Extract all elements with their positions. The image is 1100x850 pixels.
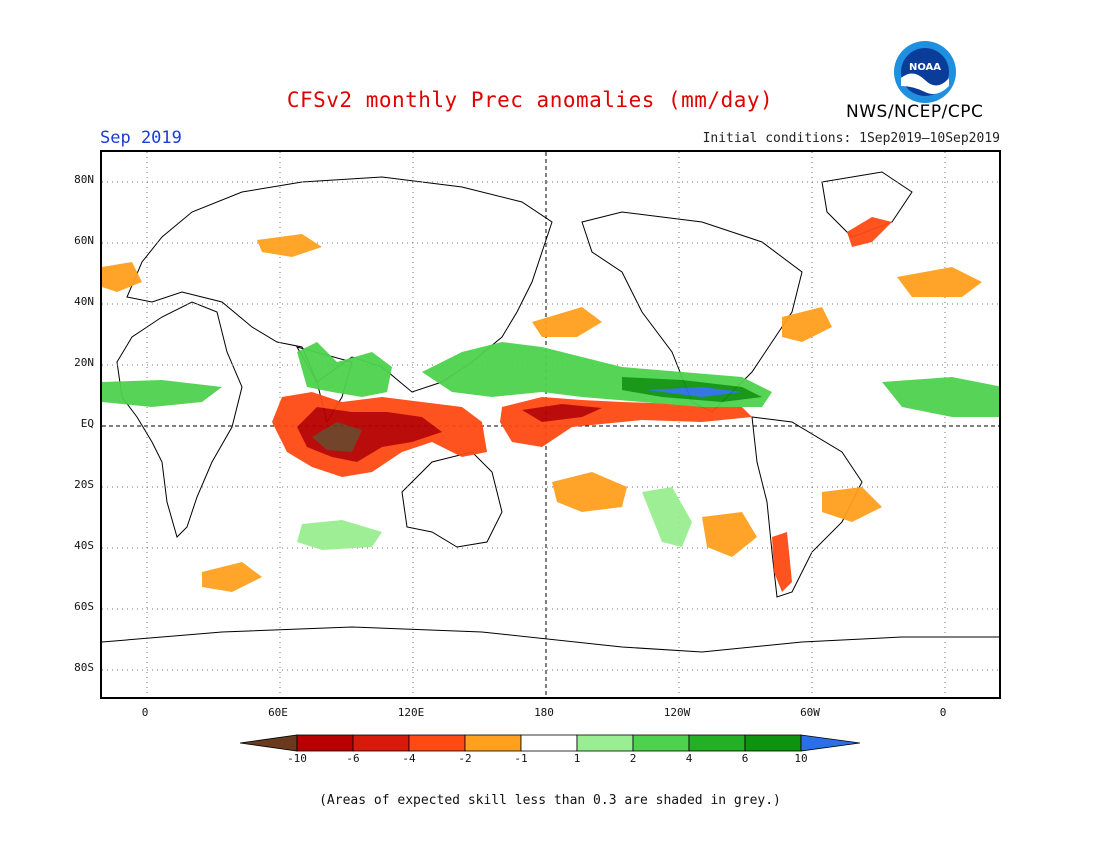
forecast-month: Sep 2019 xyxy=(100,128,182,148)
logo-text: NOAA xyxy=(909,62,941,73)
colorbar xyxy=(239,733,861,773)
colorbar-seg-0 xyxy=(239,734,298,752)
colorbar-seg-1 xyxy=(296,734,354,752)
lon-label-60w: 60W xyxy=(800,706,820,719)
colorbar-label-neg2: -2 xyxy=(458,752,472,765)
colorbar-seg-4 xyxy=(464,734,522,752)
precip-anomaly-map xyxy=(100,150,1001,699)
colorbar-label-10: 10 xyxy=(794,752,808,765)
skill-note: (Areas of expected skill less than 0.3 a… xyxy=(319,793,781,808)
colorbar-seg-2 xyxy=(352,734,410,752)
colorbar-label-6: 6 xyxy=(741,752,749,765)
lat-label-60n: 60N xyxy=(74,234,94,247)
colorbar-label-neg6: -6 xyxy=(346,752,360,765)
colorbar-seg-5 xyxy=(520,734,578,752)
wet-anomaly-south-pacific xyxy=(642,487,692,547)
colorbar-label-1: 1 xyxy=(573,752,581,765)
colorbar-label-neg1: -1 xyxy=(514,752,528,765)
lon-label-120w: 120W xyxy=(663,706,691,719)
dry-anomaly-europe xyxy=(102,262,142,292)
dry-anomaly-south-atlantic xyxy=(822,487,882,522)
dry-anomaly-south-indian xyxy=(202,562,262,592)
dry-anomaly-north-pacific xyxy=(532,307,602,337)
colorbar-label-4: 4 xyxy=(685,752,693,765)
dry-anomaly-greenland xyxy=(847,217,892,247)
lat-label-80s: 80S xyxy=(74,661,94,674)
lon-label-0-west: 0 xyxy=(141,706,149,719)
lat-label-60s: 60S xyxy=(74,600,94,613)
colorbar-label-neg10: -10 xyxy=(287,752,307,765)
south-america-outline xyxy=(751,416,863,598)
agency-label: NWS/NCEP/CPC xyxy=(846,102,984,122)
colorbar-label-neg4: -4 xyxy=(402,752,416,765)
noaa-logo-icon: NOAA xyxy=(893,40,957,104)
dry-anomaly-siberia xyxy=(257,234,322,257)
dry-anomaly-extreme xyxy=(312,422,362,452)
europe-asia-outline xyxy=(126,176,553,393)
colorbar-svg xyxy=(239,734,861,752)
lat-label-40n: 40N xyxy=(74,295,94,308)
wet-anomaly-extreme xyxy=(647,387,742,397)
lon-label-60e: 60E xyxy=(268,706,288,719)
dry-anomaly-chile xyxy=(772,532,792,592)
australia-outline xyxy=(401,451,503,548)
lon-label-180: 180 xyxy=(534,706,554,719)
dry-anomaly-south-pacific xyxy=(552,472,627,512)
colorbar-seg-9 xyxy=(744,734,802,752)
lat-label-20n: 20N xyxy=(74,356,94,369)
lat-label-80n: 80N xyxy=(74,173,94,186)
colorbar-seg-3 xyxy=(408,734,466,752)
antarctica-outline xyxy=(102,626,999,653)
initial-conditions: Initial conditions: 1Sep2019–10Sep2019 xyxy=(702,131,1000,146)
lon-label-0-east: 0 xyxy=(939,706,947,719)
colorbar-label-2: 2 xyxy=(629,752,637,765)
wet-anomaly-east-atlantic xyxy=(882,377,999,417)
dry-anomaly-europe-east xyxy=(897,267,982,297)
dry-anomaly-north-atlantic xyxy=(782,307,832,342)
wet-anomaly-south-indian xyxy=(297,520,382,550)
lat-label-20s: 20S xyxy=(74,478,94,491)
colorbar-seg-6 xyxy=(576,734,634,752)
chart-title: CFSv2 monthly Prec anomalies (mm/day) xyxy=(286,88,774,112)
lon-label-120e: 120E xyxy=(397,706,425,719)
colorbar-seg-10 xyxy=(800,734,861,752)
dry-anomaly-pacific-core xyxy=(522,404,602,422)
map-svg xyxy=(102,152,999,697)
africa-outline xyxy=(116,301,243,538)
dry-anomaly-se-pacific xyxy=(702,512,757,557)
colorbar-seg-8 xyxy=(688,734,746,752)
lat-label-40s: 40S xyxy=(74,539,94,552)
colorbar-seg-7 xyxy=(632,734,690,752)
wet-anomaly-south-asia xyxy=(297,342,392,397)
anomaly-fields xyxy=(102,217,999,592)
wet-anomaly-atlantic xyxy=(102,380,222,407)
lat-label-eq: EQ xyxy=(80,417,94,430)
